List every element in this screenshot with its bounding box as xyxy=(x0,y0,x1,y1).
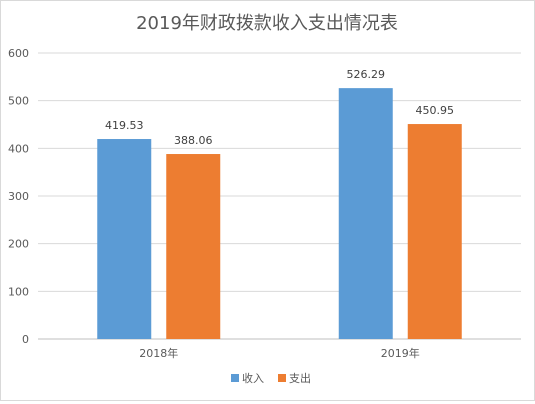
bar-收入-2019年 xyxy=(338,88,393,339)
data-label: 419.53 xyxy=(105,119,144,132)
legend-label: 收入 xyxy=(242,371,264,385)
bar-支出-2019年 xyxy=(407,124,462,339)
legend: 收入 支出 xyxy=(231,371,311,385)
data-label: 526.29 xyxy=(347,68,386,81)
bar-支出-2018年 xyxy=(166,154,221,339)
chart-title: 2019年财政拨款收入支出情况表 xyxy=(136,13,398,34)
x-tick-label: 2019年 xyxy=(381,346,420,360)
legend-label: 支出 xyxy=(289,371,311,385)
data-labels: 419.53 388.06 526.29 450.95 xyxy=(105,68,454,147)
y-tick-label: 500 xyxy=(8,95,29,108)
data-label: 388.06 xyxy=(174,134,213,147)
bars xyxy=(97,88,462,339)
legend-swatch-收入 xyxy=(231,374,239,382)
data-label: 450.95 xyxy=(416,104,455,117)
y-tick-label: 300 xyxy=(8,190,29,203)
y-tick-label: 600 xyxy=(8,47,29,60)
x-axis-ticks: 2018年 2019年 xyxy=(139,346,420,360)
legend-swatch-支出 xyxy=(278,374,286,382)
y-tick-label: 200 xyxy=(8,238,29,251)
y-tick-label: 400 xyxy=(8,142,29,155)
bar-收入-2018年 xyxy=(97,139,152,339)
x-tick-label: 2018年 xyxy=(139,346,178,360)
y-axis-ticks: 0 100 200 300 400 500 600 xyxy=(8,47,29,346)
y-tick-label: 0 xyxy=(22,333,29,346)
y-tick-label: 100 xyxy=(8,285,29,298)
